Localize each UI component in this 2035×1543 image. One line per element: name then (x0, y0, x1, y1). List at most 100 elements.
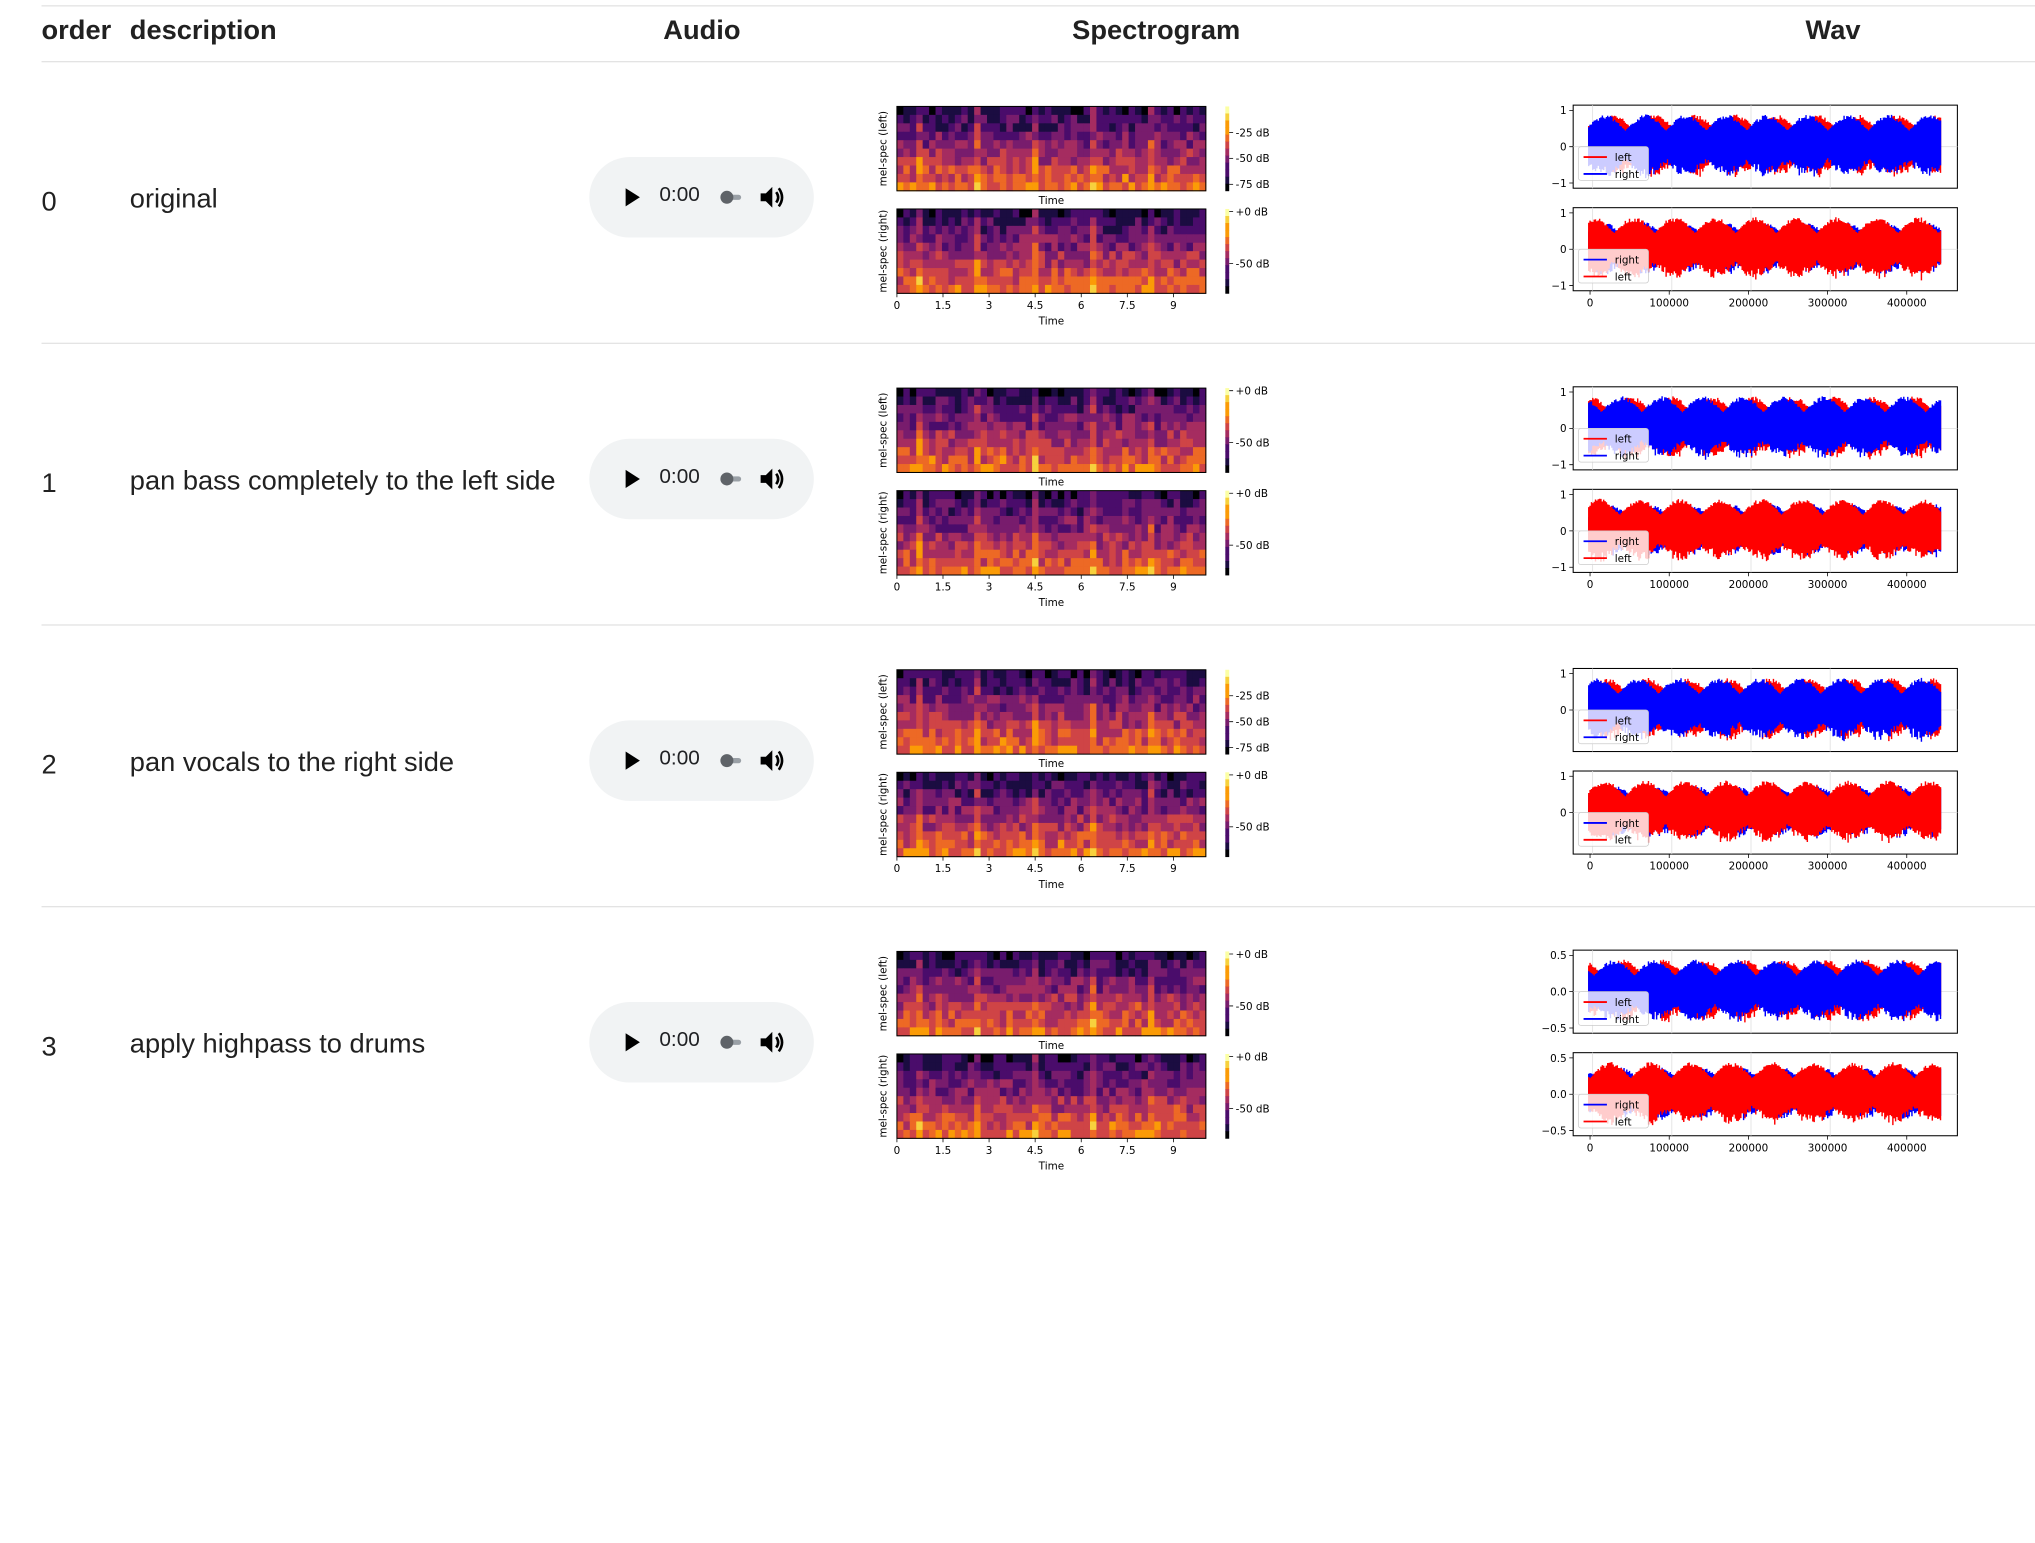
spec-panel-right: mel-spec (right) (878, 208, 1207, 294)
wav-xtick-label: 100000 (1649, 1142, 1689, 1154)
spec-xtick-label: 4.5 (1027, 1145, 1044, 1157)
audio-progress-knob[interactable] (720, 190, 734, 204)
wav-panel-top: 0.5 0.0 −0.5 left right (1541, 949, 1958, 1035)
spec-panel-left: mel-spec (left) (878, 669, 1207, 755)
spec-ylabel: mel-spec (right) (878, 491, 890, 574)
spec-xtick-label: 0 (894, 1145, 901, 1157)
spec-colorbar-right: +0 dB -50 dB (1225, 770, 1270, 858)
spec-panel-right: mel-spec (right) (878, 1053, 1207, 1139)
spectrogram-figure: mel-spec (left) +0 dB -50 dB Time mel-spec (… (877, 383, 1292, 617)
play-icon[interactable] (618, 748, 644, 774)
spec-xtick-label: 0 (894, 300, 901, 312)
volume-icon[interactable] (757, 463, 788, 494)
wav-legend: right left (1577, 530, 1649, 565)
cbar-tick-label: -50 dB (1236, 717, 1270, 729)
spec-panel-right: mel-spec (right) (878, 771, 1207, 858)
header-order: order (41, 15, 112, 46)
play-icon[interactable] (618, 184, 644, 210)
volume-icon[interactable] (757, 1027, 788, 1058)
spec-xtick-label: 6 (1078, 1145, 1085, 1157)
wav-legend: left right (1577, 427, 1649, 462)
row-order: 1 (41, 468, 57, 499)
spec-xtick-label: 3 (986, 582, 993, 594)
volume-icon[interactable] (757, 182, 788, 213)
wav-legend-label: left (1615, 835, 1632, 847)
wav-ytick-label: −0.5 (1541, 1125, 1566, 1137)
spec-xtick-label: 9 (1170, 1145, 1177, 1157)
spec-xtick-label: 1.5 (935, 300, 952, 312)
header-audio: Audio (663, 15, 741, 46)
wav-legend: left right (1577, 709, 1649, 744)
wav-xtick-label: 300000 (1808, 1142, 1848, 1154)
spectrogram-figure: mel-spec (left) +0 dB -50 dB Time mel-spec (… (877, 946, 1292, 1180)
wav-ytick-label: −0.5 (1541, 1023, 1566, 1035)
wav-xtick-label: 0 (1587, 297, 1594, 309)
wav-xtick-label: 400000 (1887, 1142, 1927, 1154)
wav-panel-bottom: 1 0 right left (1560, 770, 1958, 855)
cbar-tick-label: -50 dB (1236, 822, 1270, 834)
wav-xtick-label: 0 (1587, 579, 1594, 591)
wav-ytick-label: 1 (1560, 489, 1567, 501)
wav-legend-label: right (1615, 254, 1639, 266)
spec-panel-left: mel-spec (left) (878, 950, 1207, 1037)
spec-ylabel: mel-spec (left) (878, 393, 890, 468)
wav-legend-label: left (1615, 715, 1632, 727)
spectrogram-figure: mel-spec (left) -25 dB -50 dB -75 dB Time mel… (877, 101, 1292, 335)
spec-xtick-label: 7.5 (1119, 863, 1136, 875)
row-order: 0 (41, 186, 57, 217)
audio-progress-knob[interactable] (720, 754, 734, 768)
cbar-tick-label: -50 dB (1236, 258, 1270, 270)
spec-panel-left: mel-spec (left) (878, 387, 1207, 473)
wav-ytick-label: 0.0 (1550, 987, 1567, 999)
volume-icon[interactable] (757, 745, 788, 776)
audio-time: 0:00 (659, 184, 700, 207)
wav-ytick-label: 0.5 (1550, 1053, 1567, 1065)
audio-player[interactable]: 0:00 (589, 438, 814, 520)
wav-xtick-label: 200000 (1729, 861, 1769, 873)
spec-xtick-label: 3 (986, 863, 993, 875)
row-description: pan vocals to the right side (129, 747, 455, 778)
wav-legend: left right (1577, 991, 1649, 1026)
wav-ytick-label: 0 (1560, 807, 1567, 819)
wav-legend-label: left (1615, 553, 1632, 565)
spec-xtick-label: 0 (894, 582, 901, 594)
audio-player[interactable]: 0:00 (589, 720, 814, 801)
cbar-tick-label: +0 dB (1236, 770, 1268, 782)
wav-legend-label: right (1615, 732, 1639, 744)
wav-figure: 1 0 −1 left right 1 0 −1 right left 0 100000 200000 3… (1532, 101, 1973, 328)
row-divider (41, 906, 2035, 908)
audio-progress-knob[interactable] (720, 472, 734, 486)
spectrogram-figure: mel-spec (left) -25 dB -50 dB -75 dB Time mel… (877, 665, 1292, 899)
wav-legend-label: right (1615, 536, 1639, 548)
spec-xtick-label: 7.5 (1119, 300, 1136, 312)
wav-xtick-label: 300000 (1808, 297, 1848, 309)
wav-legend: right left (1577, 1093, 1649, 1128)
audio-player[interactable]: 0:00 (589, 1002, 814, 1083)
spec-ylabel: mel-spec (right) (878, 210, 890, 293)
audio-player[interactable]: 0:00 (589, 157, 814, 238)
cbar-tick-label: +0 dB (1236, 386, 1268, 398)
cbar-tick-label: -50 dB (1236, 540, 1270, 552)
wav-xtick-label: 300000 (1808, 861, 1848, 873)
spec-xlabel: Time (1038, 1160, 1064, 1172)
spec-xtick-label: 1.5 (935, 582, 952, 594)
play-icon[interactable] (618, 466, 644, 492)
wav-legend-label: left (1615, 152, 1632, 164)
play-icon[interactable] (618, 1029, 644, 1055)
audio-progress-knob[interactable] (720, 1035, 734, 1049)
spec-xtick-label: 4.5 (1027, 300, 1044, 312)
wav-xtick-label: 0 (1587, 1142, 1594, 1154)
spec-xtick-label: 3 (986, 300, 993, 312)
cbar-tick-label: -50 dB (1236, 1103, 1270, 1115)
header-spectrogram: Spectrogram (1072, 15, 1241, 46)
spec-xtick-label: 9 (1170, 863, 1177, 875)
row-description: apply highpass to drums (129, 1029, 426, 1060)
row-divider (41, 342, 2035, 344)
table-row: 2 pan vocals to the right side 0:00 mel-spe… (0, 626, 2035, 908)
row-divider (41, 624, 2035, 626)
wav-ytick-label: 1 (1560, 208, 1567, 220)
wav-ytick-label: 0 (1560, 244, 1567, 256)
wav-figure: 1 0 left right 1 0 right left 0 100000 200000 30000… (1532, 665, 1973, 892)
spec-colorbar-right: +0 dB -50 dB (1225, 488, 1270, 576)
wav-ytick-label: 1 (1560, 771, 1567, 783)
